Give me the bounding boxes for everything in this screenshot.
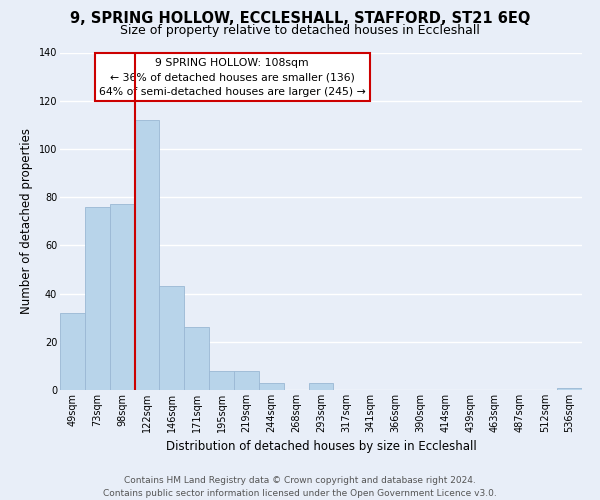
Bar	[184, 328, 209, 390]
Bar	[85, 207, 110, 390]
Bar	[60, 313, 85, 390]
Text: Size of property relative to detached houses in Eccleshall: Size of property relative to detached ho…	[120, 24, 480, 37]
Bar	[110, 204, 134, 390]
Bar	[160, 286, 184, 390]
Bar	[557, 388, 582, 390]
Bar	[209, 370, 234, 390]
Bar	[234, 370, 259, 390]
Text: Contains HM Land Registry data © Crown copyright and database right 2024.
Contai: Contains HM Land Registry data © Crown c…	[103, 476, 497, 498]
Bar	[134, 120, 160, 390]
Bar	[259, 383, 284, 390]
X-axis label: Distribution of detached houses by size in Eccleshall: Distribution of detached houses by size …	[166, 440, 476, 454]
Text: 9, SPRING HOLLOW, ECCLESHALL, STAFFORD, ST21 6EQ: 9, SPRING HOLLOW, ECCLESHALL, STAFFORD, …	[70, 11, 530, 26]
Bar	[308, 383, 334, 390]
Text: 9 SPRING HOLLOW: 108sqm
← 36% of detached houses are smaller (136)
64% of semi-d: 9 SPRING HOLLOW: 108sqm ← 36% of detache…	[99, 58, 365, 97]
Y-axis label: Number of detached properties: Number of detached properties	[20, 128, 33, 314]
